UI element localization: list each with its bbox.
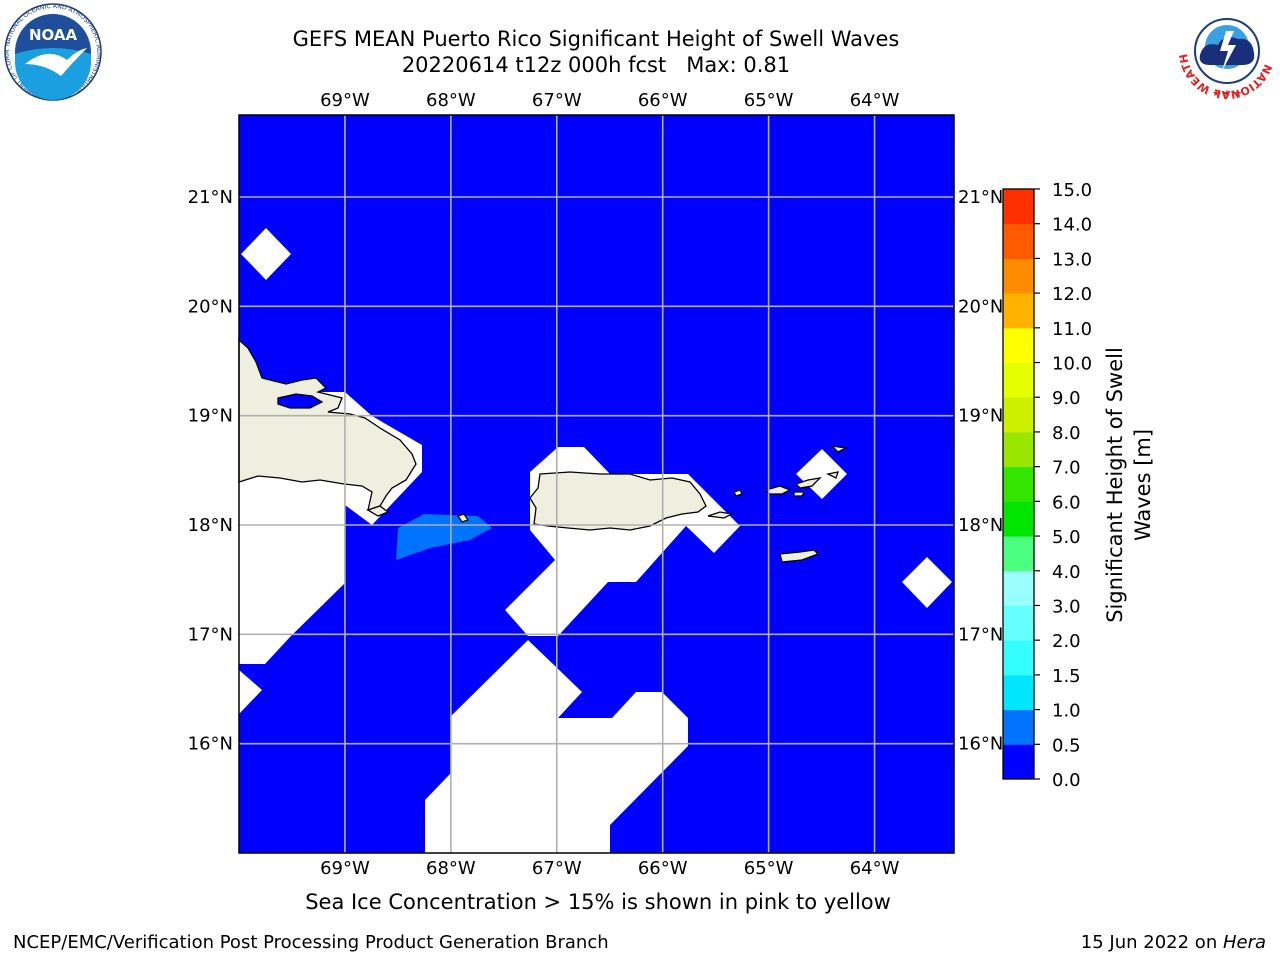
gridlines bbox=[239, 115, 954, 853]
colorbar-tick-label: 7.0 bbox=[1052, 458, 1081, 479]
colorbar-swatch bbox=[1003, 605, 1034, 641]
colorbar-label-line-1: Significant Height of Swell bbox=[1103, 347, 1127, 623]
land-virgin-gorda bbox=[793, 491, 806, 497]
colorbar-tick-label: 1.0 bbox=[1052, 701, 1081, 722]
colorbar-swatch bbox=[1003, 536, 1034, 572]
colorbar-swatch bbox=[1003, 258, 1034, 294]
bay-samana bbox=[277, 393, 324, 409]
colorbar-frame bbox=[1002, 188, 1035, 780]
lon-label-top: 67°W bbox=[532, 90, 582, 111]
colorbar-swatch bbox=[1003, 709, 1034, 745]
colorbar-tick-label: 1.5 bbox=[1052, 666, 1081, 687]
lat-label-right: 18°N bbox=[958, 515, 1003, 536]
colorbar-tick-label: 10.0 bbox=[1052, 354, 1092, 375]
noaa-logo-text: NOAA bbox=[29, 26, 78, 44]
lon-label-bottom: 69°W bbox=[320, 858, 370, 879]
colorbar-swatch bbox=[1003, 327, 1034, 364]
lon-label-top: 65°W bbox=[744, 90, 794, 111]
colorbar-swatch bbox=[1003, 640, 1034, 676]
lat-label-right: 20°N bbox=[958, 296, 1003, 317]
colorbar-swatch bbox=[1003, 431, 1034, 468]
svg-text:★ ★ ★: ★ ★ ★ bbox=[1212, 89, 1242, 99]
land-tortola bbox=[794, 477, 822, 489]
lon-label-bottom: 65°W bbox=[744, 858, 794, 879]
footer-branch: NCEP/EMC/Verification Post Processing Pr… bbox=[13, 932, 609, 953]
lat-label-left: 16°N bbox=[188, 734, 233, 755]
colorbar-swatch bbox=[1003, 293, 1034, 329]
lon-label-top: 66°W bbox=[638, 90, 688, 111]
title-line-1: GEFS MEAN Puerto Rico Significant Height… bbox=[292, 27, 900, 51]
colorbar-tick-label: 8.0 bbox=[1052, 423, 1081, 444]
no-data-diamond-east bbox=[902, 557, 952, 608]
footer-date: 15 Jun 2022 on Hera bbox=[1081, 932, 1266, 953]
colorbar-tick-label: 3.0 bbox=[1052, 596, 1081, 617]
colorbar-swatch bbox=[1003, 397, 1034, 433]
land-vieques bbox=[707, 511, 735, 519]
no-data-diamond-virgin bbox=[796, 449, 847, 499]
title-line-2: 20220614 t12z 000h fcst Max: 0.81 bbox=[401, 53, 791, 77]
colorbar-swatch bbox=[1003, 223, 1034, 259]
lat-label-left: 19°N bbox=[188, 406, 233, 427]
colorbar: 0.0 0.5 1.0 1.5 2.0 3.0 4.0 5.0 6.0 7.0 8.0 9.0 10.0… bbox=[1002, 180, 1155, 791]
land-hispaniola bbox=[238, 338, 417, 511]
colorbar-tick-label: 4.0 bbox=[1052, 562, 1081, 583]
colorbar-swatch bbox=[1003, 744, 1034, 780]
land-anguilla-area bbox=[830, 445, 849, 453]
lon-label-bottom: 64°W bbox=[850, 858, 900, 879]
colorbar-swatch bbox=[1003, 570, 1034, 606]
lon-label-bottom: 66°W bbox=[638, 858, 688, 879]
colorbar-swatch bbox=[1003, 466, 1034, 502]
colorbar-ticks: 0.0 0.5 1.0 1.5 2.0 3.0 4.0 5.0 6.0 7.0 8.0 9.0 10.0… bbox=[1034, 180, 1092, 791]
lat-label-left: 17°N bbox=[188, 624, 233, 645]
lat-label-right: 17°N bbox=[958, 624, 1003, 645]
sea-ice-note: Sea Ice Concentration > 15% is shown in … bbox=[305, 890, 891, 914]
tick-labels: 69°W 69°W 68°W 68°W 67°W 67°W 66°W 66°W 65°W 65°W… bbox=[188, 90, 1004, 879]
lat-label-right: 16°N bbox=[958, 734, 1003, 755]
colorbar-swatch bbox=[1003, 674, 1034, 711]
lon-label-top: 69°W bbox=[320, 90, 370, 111]
colorbar-tick-label: 0.0 bbox=[1052, 770, 1081, 791]
lon-label-bottom: 67°W bbox=[532, 858, 582, 879]
map-frame bbox=[238, 114, 955, 854]
lon-label-top: 64°W bbox=[850, 90, 900, 111]
land-st-croix bbox=[779, 549, 820, 563]
map-area: 69°W 69°W 68°W 68°W 67°W 67°W 66°W 66°W 65°W 65°W… bbox=[188, 90, 1004, 879]
chart-title: GEFS MEAN Puerto Rico Significant Height… bbox=[0, 26, 1192, 78]
colorbar-swatch bbox=[1003, 189, 1034, 225]
lat-label-left: 20°N bbox=[188, 296, 233, 317]
land-saona bbox=[366, 505, 390, 517]
colorbar-tick-label: 11.0 bbox=[1052, 319, 1092, 340]
land-anegada bbox=[826, 471, 839, 479]
colorbar-swatch bbox=[1003, 501, 1034, 537]
colorbar-tick-label: 9.0 bbox=[1052, 388, 1081, 409]
colorbar-tick-label: 2.0 bbox=[1052, 631, 1081, 652]
footer-date-text: 15 Jun 2022 on bbox=[1080, 932, 1223, 953]
lon-label-bottom: 68°W bbox=[426, 858, 476, 879]
colorbar-tick-label: 14.0 bbox=[1052, 215, 1092, 236]
colorbar-tick-label: 5.0 bbox=[1052, 527, 1081, 548]
no-data-diamond-north bbox=[241, 228, 291, 280]
colorbar-tick-label: 15.0 bbox=[1052, 180, 1092, 201]
no-data-west-edge bbox=[239, 670, 262, 714]
colorbar-tick-label: 12.0 bbox=[1052, 284, 1092, 305]
colorbar-swatch bbox=[1003, 362, 1034, 398]
colorbar-label-line-2: Waves [m] bbox=[1131, 429, 1155, 541]
lat-label-right: 19°N bbox=[958, 406, 1003, 427]
colorbar-tick-label: 0.5 bbox=[1052, 735, 1081, 756]
footer-host: Hera bbox=[1222, 932, 1266, 953]
land-culebra bbox=[733, 489, 743, 497]
colorbar-tick-label: 6.0 bbox=[1052, 492, 1081, 513]
nws-logo: NATIONAL WEATHER SERVICE ★ ★ ★ bbox=[1176, 1, 1275, 101]
noaa-logo: NATIONAL OCEANIC AND ATMOSPHERIC ADMINIS… bbox=[3, 2, 102, 101]
land-mona bbox=[456, 513, 470, 523]
colorbar-swatches bbox=[1003, 189, 1034, 780]
lat-label-left: 18°N bbox=[188, 515, 233, 536]
lat-label-left: 21°N bbox=[188, 187, 233, 208]
lon-label-top: 68°W bbox=[426, 90, 476, 111]
colorbar-tick-label: 13.0 bbox=[1052, 249, 1092, 270]
lat-label-right: 21°N bbox=[958, 187, 1003, 208]
